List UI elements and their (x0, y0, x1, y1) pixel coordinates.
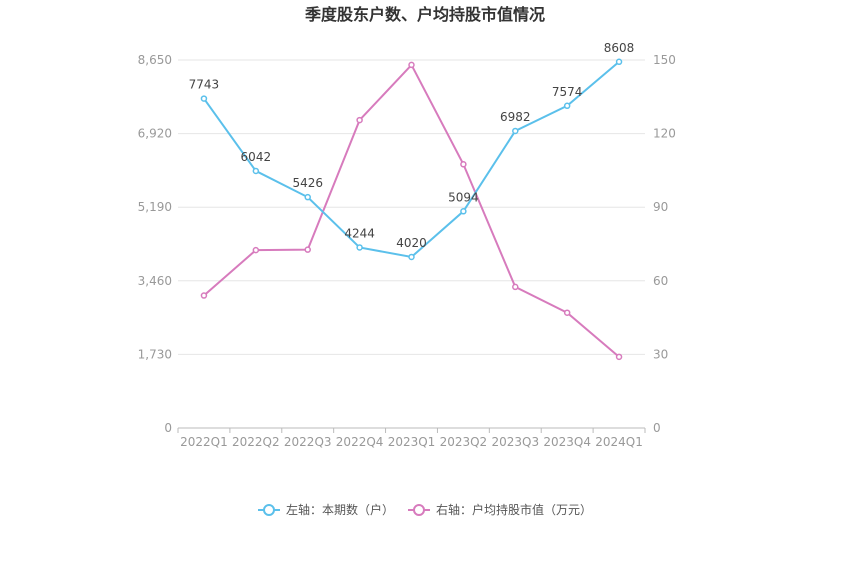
data-label: 6042 (241, 150, 272, 164)
data-label: 8608 (604, 41, 635, 55)
right-tick-label: 90 (653, 200, 668, 214)
data-point (252, 167, 260, 175)
left-tick-label: 6,920 (138, 127, 172, 141)
data-point (460, 208, 467, 215)
data-label: 7743 (189, 78, 220, 92)
x-tick-label: 2023Q1 (388, 435, 436, 449)
data-point (615, 353, 623, 361)
x-tick-label: 2023Q2 (440, 435, 488, 449)
left-tick-label: 1,730 (138, 347, 172, 361)
left-y-axis: 0 1,730 3,460 5,190 6,920 8,650 (138, 53, 172, 435)
data-label: 4244 (344, 226, 375, 240)
right-tick-label: 30 (653, 347, 668, 361)
data-point (563, 102, 571, 110)
data-point (200, 292, 208, 299)
legend-item[interactable]: 左轴：本期数（户） (258, 502, 394, 517)
x-tick-label: 2022Q2 (232, 435, 280, 449)
data-point (408, 61, 415, 69)
left-tick-label: 5,190 (138, 200, 172, 214)
x-tick-label: 2022Q3 (284, 435, 332, 449)
left-tick-label: 8,650 (138, 53, 172, 67)
series-group: 7743 6042 5426 4244 4020 5094 6982 7574 8608 (189, 41, 635, 361)
left-tick-label: 0 (164, 421, 172, 435)
data-point (460, 161, 467, 168)
data-point (615, 58, 623, 66)
data-label: 5426 (292, 176, 323, 190)
grid-lines (178, 59, 645, 355)
data-point (252, 246, 260, 254)
legend[interactable]: 左轴：本期数（户） 右轴：户均持股市值（万元） (258, 502, 592, 517)
x-tick-label: 2023Q3 (491, 435, 539, 449)
x-tick-label: 2022Q4 (336, 435, 384, 449)
data-point (200, 95, 208, 102)
data-label: 6982 (500, 110, 531, 124)
legend-item[interactable]: 右轴：户均持股市值（万元） (408, 502, 592, 517)
data-point (512, 127, 519, 135)
data-point (563, 309, 571, 316)
right-tick-label: 150 (653, 53, 676, 67)
x-tick-label: 2024Q1 (595, 435, 643, 449)
data-label: 7574 (552, 85, 583, 99)
legend-label: 左轴：本期数（户） (286, 502, 394, 517)
data-point (304, 193, 311, 201)
data-point (512, 283, 519, 291)
data-point (356, 116, 363, 124)
x-tick-label: 2023Q4 (543, 435, 591, 449)
data-point (408, 253, 415, 261)
chart-title: 季度股东户数、户均持股市值情况 (304, 5, 545, 24)
right-y-axis: 0 30 60 90 120 150 (653, 53, 676, 435)
data-point (356, 244, 363, 251)
legend-marker-icon (263, 504, 275, 516)
right-tick-label: 60 (653, 274, 668, 288)
left-tick-label: 3,460 (138, 274, 172, 288)
legend-label: 右轴：户均持股市值（万元） (436, 502, 592, 517)
x-tick-label: 2022Q1 (180, 435, 228, 449)
legend-marker-icon (413, 504, 425, 516)
data-label: 5094 (448, 190, 479, 204)
data-point (304, 246, 311, 253)
series-line (203, 63, 620, 358)
data-label: 4020 (396, 236, 427, 250)
right-tick-label: 120 (653, 127, 676, 141)
x-axis: 2022Q1 2022Q2 2022Q3 2022Q4 2023Q1 2023Q2 2023… (177, 427, 646, 449)
right-tick-label: 0 (653, 421, 661, 435)
